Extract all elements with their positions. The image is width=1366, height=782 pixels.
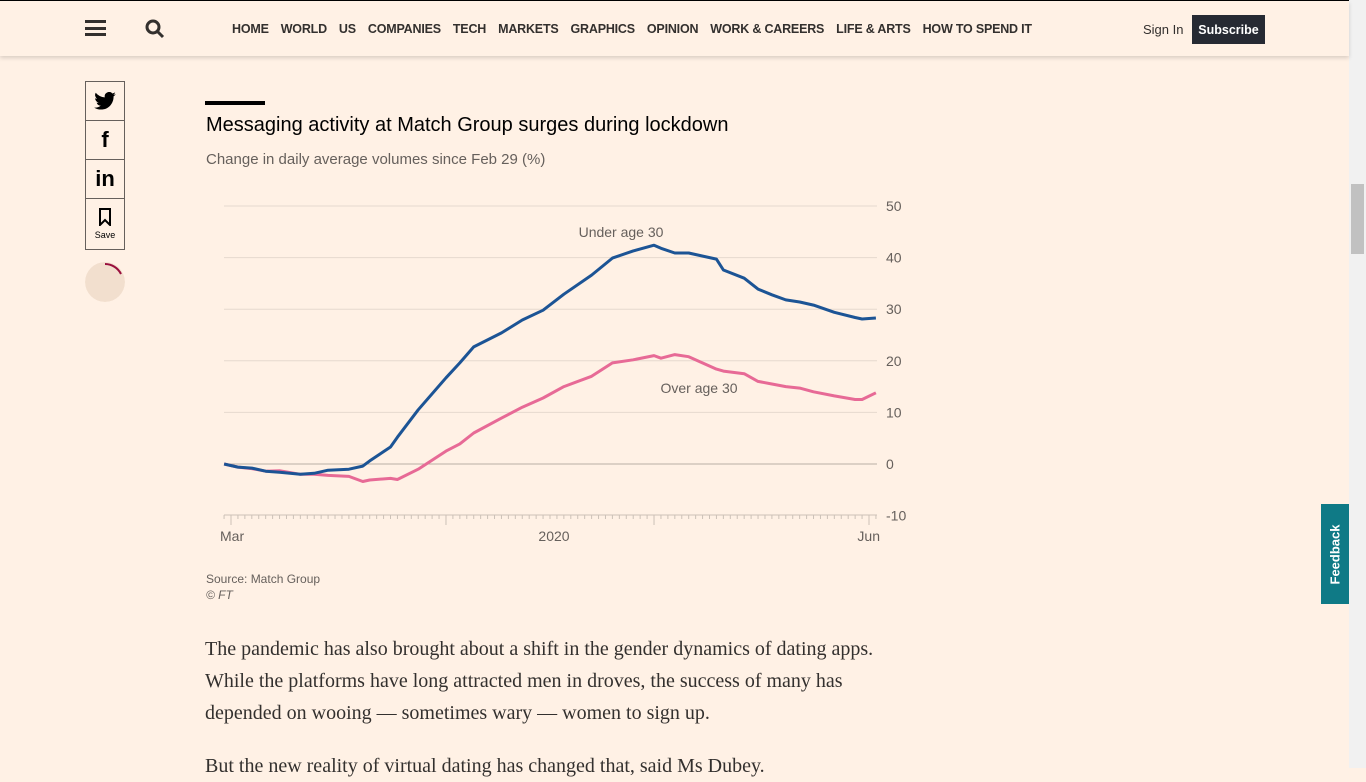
- x-tick-label: Jun: [857, 528, 880, 544]
- facebook-share-button[interactable]: f: [86, 121, 124, 160]
- linkedin-icon: in: [95, 166, 115, 191]
- nav-item[interactable]: OPINION: [646, 22, 699, 36]
- article-paragraph: The pandemic has also brought about a sh…: [205, 638, 874, 724]
- feedback-label: Feedback: [1327, 524, 1343, 584]
- bookmark-icon: [99, 208, 111, 226]
- nav-item[interactable]: US: [338, 22, 356, 36]
- site-header: HOME WORLD US COMPANIES TECH MARKETS GRAPHICS O…: [0, 1, 1349, 56]
- sign-in-link[interactable]: Sign In: [1143, 22, 1184, 37]
- nav-item[interactable]: WORLD: [280, 22, 327, 36]
- x-tick-label: Mar: [220, 528, 244, 544]
- y-tick-label: 50: [886, 198, 902, 214]
- chart-title: Messaging activity at Match Group surges…: [206, 114, 729, 136]
- loading-spinner-icon: [85, 262, 125, 302]
- feedback-tab[interactable]: Feedback: [1321, 504, 1349, 604]
- series-line: [223, 243, 877, 476]
- y-tick-label: 0: [886, 456, 894, 472]
- source-text: Source: Match Group: [206, 572, 321, 586]
- facebook-icon: f: [101, 127, 109, 152]
- series-line: [223, 353, 877, 483]
- share-toolbar: f in Save: [85, 81, 125, 250]
- main-nav: HOME WORLD US COMPANIES TECH MARKETS GRAPHICS O…: [232, 22, 1044, 36]
- nav-item[interactable]: HOME: [232, 22, 269, 36]
- chart-subtitle: Change in daily average volumes since Fe…: [206, 151, 546, 168]
- nav-item[interactable]: MARKETS: [498, 22, 559, 36]
- y-tick-label: 20: [886, 353, 902, 369]
- twitter-share-button[interactable]: [86, 82, 124, 121]
- nav-item[interactable]: HOW TO SPEND IT: [922, 22, 1032, 36]
- series-label: Under age 30: [579, 224, 664, 240]
- scrollbar-thumb[interactable]: [1351, 184, 1364, 254]
- twitter-icon: [94, 92, 116, 110]
- line-chart: 50 40 30 20 10 0 -10 Mar 2020 Jun Under age 30 Over…: [220, 198, 906, 544]
- nav-item[interactable]: LIFE & ARTS: [836, 22, 911, 36]
- top-border: [0, 0, 1366, 1]
- search-icon[interactable]: [145, 19, 165, 39]
- series-label: Over age 30: [660, 380, 737, 396]
- y-tick-label: -10: [886, 508, 906, 524]
- chart-accent-bar: [205, 101, 265, 105]
- x-tick-label: 2020: [538, 528, 569, 544]
- scrollbar[interactable]: [1349, 0, 1366, 768]
- article-paragraph: But the new reality of virtual dating ha…: [205, 755, 765, 777]
- save-label: Save: [94, 230, 116, 240]
- credit-text: © FT: [206, 588, 233, 602]
- menu-icon[interactable]: [85, 20, 106, 36]
- y-tick-label: 10: [886, 404, 902, 420]
- nav-item[interactable]: WORK & CAREERS: [710, 22, 825, 36]
- y-tick-label: 40: [886, 250, 902, 266]
- chart-source: Source: Match Group © FT: [206, 571, 320, 603]
- linkedin-share-button[interactable]: in: [86, 160, 124, 199]
- nav-item[interactable]: TECH: [452, 22, 487, 36]
- nav-item[interactable]: COMPANIES: [367, 22, 441, 36]
- nav-item[interactable]: GRAPHICS: [570, 22, 636, 36]
- y-tick-label: 30: [886, 301, 902, 317]
- save-button[interactable]: Save: [86, 199, 124, 249]
- subscribe-button[interactable]: Subscribe: [1192, 15, 1265, 44]
